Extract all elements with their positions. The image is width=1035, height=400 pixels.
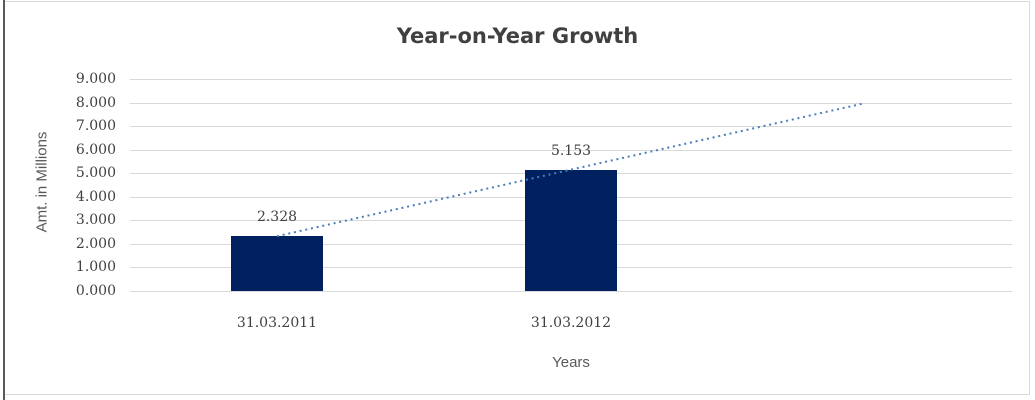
y-tick-label: 3.000	[75, 212, 116, 229]
bar	[231, 236, 323, 291]
x-axis-title: Years	[552, 354, 590, 371]
y-tick-label: 4.000	[75, 188, 116, 205]
gridline	[130, 126, 1012, 128]
gridline	[130, 102, 1012, 104]
top-border-line	[5, 1, 1030, 2]
y-tick-label: 9.000	[75, 71, 116, 87]
bar-data-label: 2.328	[256, 209, 298, 226]
bar-data-label: 5.153	[550, 142, 592, 159]
gridline	[130, 291, 1012, 292]
y-tick-label: 6.000	[75, 141, 116, 158]
y-tick-label: 5.000	[75, 165, 116, 182]
bottom-border-line	[5, 394, 1030, 395]
y-tick-label: 7.000	[75, 118, 116, 135]
gridline	[130, 79, 1012, 80]
x-tick-label: 31.03.2012	[530, 315, 612, 331]
left-border-line	[3, 0, 5, 400]
chart-title: Year-on-Year Growth	[396, 24, 639, 48]
y-tick-label: 2.000	[75, 235, 116, 252]
right-border-line	[1029, 1, 1030, 395]
bar	[525, 169, 617, 291]
x-tick-label: 31.03.2011	[236, 315, 318, 331]
y-tick-label: 8.000	[75, 94, 116, 111]
y-tick-label: 1.000	[75, 259, 116, 276]
y-tick-label: 0.000	[75, 283, 116, 299]
